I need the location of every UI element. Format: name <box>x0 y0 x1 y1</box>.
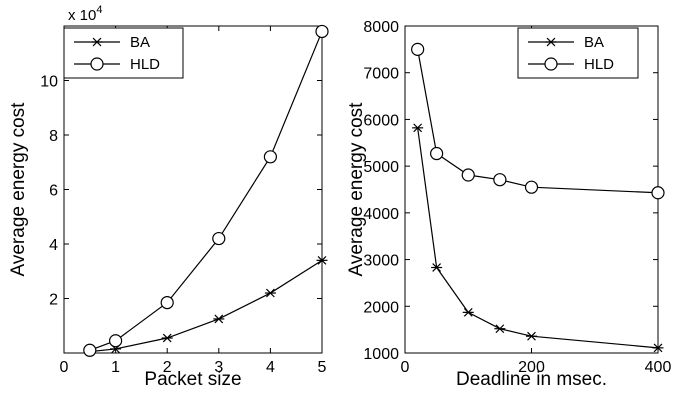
legend-entry-ba: BA <box>528 34 604 51</box>
series-line <box>89 31 323 351</box>
data-point <box>461 168 475 182</box>
y-tick-label: 8 <box>49 128 58 145</box>
data-point <box>316 255 328 265</box>
data-point <box>462 307 474 317</box>
data-point <box>412 123 424 133</box>
x-axis-title: Deadline in msec. <box>456 369 607 390</box>
series-line <box>417 49 659 194</box>
legend-marker <box>545 37 557 47</box>
data-point <box>526 331 537 341</box>
data-point <box>315 24 329 39</box>
y-tick-label: 5000 <box>363 159 399 176</box>
x-tick-label: 1 <box>111 359 120 376</box>
x-tick-label: 0 <box>60 359 69 376</box>
data-point <box>493 173 507 187</box>
data-point <box>494 324 506 334</box>
legend-entry-ba: BA <box>74 34 150 51</box>
data-point <box>263 150 277 164</box>
data-point <box>524 180 539 194</box>
data-point <box>264 288 276 298</box>
x-axis-title: Packet size <box>144 369 241 390</box>
legend: BA HLD <box>63 27 184 79</box>
legend-marker <box>544 57 558 71</box>
data-point <box>212 231 226 246</box>
legend-entry-hld: HLD <box>74 56 160 73</box>
legend: BA HLD <box>517 27 639 79</box>
y-exponent-label: x 104 <box>68 4 102 24</box>
legend-box <box>63 27 184 79</box>
legend-marker <box>90 57 104 71</box>
y-tick-label: 10 <box>40 74 58 91</box>
legend-box <box>517 27 639 79</box>
y-tick-label: 6 <box>49 183 58 200</box>
data-point <box>83 343 97 357</box>
y-axis-title: Average energy cost <box>346 102 367 277</box>
y-tick-label: 4 <box>49 237 58 254</box>
y-tick-label: 2000 <box>363 299 399 316</box>
series-ba <box>412 123 664 353</box>
y-tick-label: 3000 <box>363 253 399 270</box>
data-point <box>161 333 173 343</box>
y-tick-label: 1000 <box>363 346 399 363</box>
right-chart-panel: 0 200 400 1000 2000 3000 4000 5000 6000 7000 8000 D… <box>346 19 671 390</box>
legend-label: HLD <box>584 56 614 73</box>
y-axis-title: Average energy cost <box>8 102 29 277</box>
x-tick-label: 5 <box>318 359 327 376</box>
x-tick-label: 2 <box>163 359 172 376</box>
x-tick-label: 4 <box>266 359 275 376</box>
left-chart-panel: 0 1 2 3 4 5 2 4 6 8 10 x 104 Packet size Average ener… <box>8 4 329 390</box>
data-point <box>651 186 665 200</box>
series-hld <box>83 24 329 357</box>
y-tick-label: 4000 <box>363 206 399 223</box>
data-point <box>411 42 425 56</box>
x-tick-label: 0 <box>401 359 410 376</box>
legend-marker <box>91 37 103 47</box>
data-point <box>430 146 444 161</box>
series-line <box>89 259 323 353</box>
y-tick-label: 8000 <box>363 19 399 36</box>
series-line <box>417 127 659 349</box>
data-point <box>213 314 225 324</box>
x-tick-label: 400 <box>645 359 672 376</box>
legend-label: BA <box>130 34 150 51</box>
legend-label: BA <box>584 34 604 51</box>
y-tick-label: 7000 <box>363 66 399 83</box>
y-tick-label: 2 <box>49 292 58 309</box>
legend-label: HLD <box>130 56 160 73</box>
data-point <box>652 343 664 353</box>
y-tick-label: 6000 <box>363 112 399 129</box>
data-point <box>431 263 443 272</box>
x-tick-label: 3 <box>214 359 223 376</box>
series-hld <box>411 42 665 200</box>
data-point <box>108 334 123 348</box>
data-point <box>160 295 174 310</box>
x-tick-label: 200 <box>518 359 545 376</box>
series-ba <box>84 255 328 357</box>
legend-entry-hld: HLD <box>528 56 614 73</box>
